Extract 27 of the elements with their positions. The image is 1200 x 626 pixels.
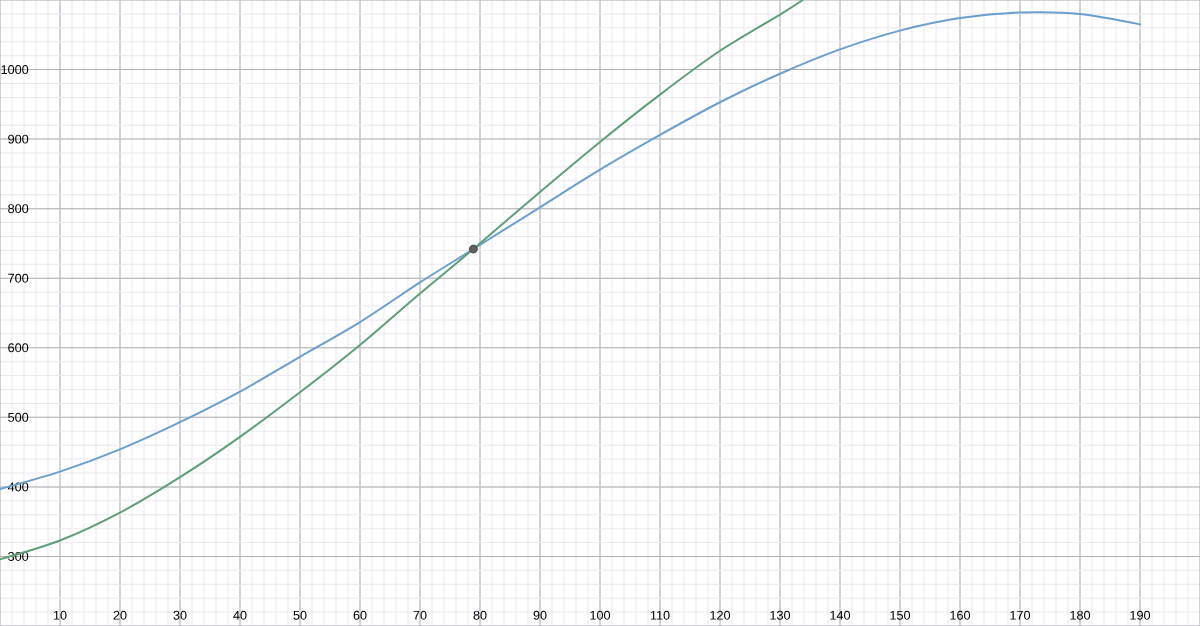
x-tick-label: 80 [473, 610, 487, 620]
y-tick-label: 700 [8, 273, 29, 283]
y-tick-label: 800 [8, 204, 29, 214]
y-tick-label: 1000 [1, 65, 29, 75]
x-tick-label: 150 [890, 610, 911, 620]
x-tick-label: 50 [293, 610, 307, 620]
x-tick-label: 20 [113, 610, 127, 620]
x-tick-label: 190 [1130, 610, 1151, 620]
line-series [0, 11, 1142, 490]
x-tick-label: 70 [413, 610, 427, 620]
x-tick-label: 140 [830, 610, 851, 620]
x-tick-label: 130 [770, 610, 791, 620]
x-tick-label: 170 [1010, 610, 1031, 620]
x-tick-label: 40 [233, 610, 247, 620]
x-tick-label: 180 [1070, 610, 1091, 620]
y-tick-label: 500 [8, 412, 29, 422]
line-series [0, 0, 804, 561]
x-tick-label: 160 [950, 610, 971, 620]
x-tick-label: 110 [650, 610, 670, 620]
y-tick-label: 900 [8, 134, 29, 144]
x-tick-label: 60 [353, 610, 367, 620]
y-tick-label: 600 [8, 343, 29, 353]
x-tick-label: 30 [173, 610, 187, 620]
x-tick-label: 90 [533, 610, 547, 620]
x-tick-label: 10 [53, 610, 67, 620]
x-tick-label: 120 [710, 610, 731, 620]
x-tick-label: 100 [590, 610, 611, 620]
